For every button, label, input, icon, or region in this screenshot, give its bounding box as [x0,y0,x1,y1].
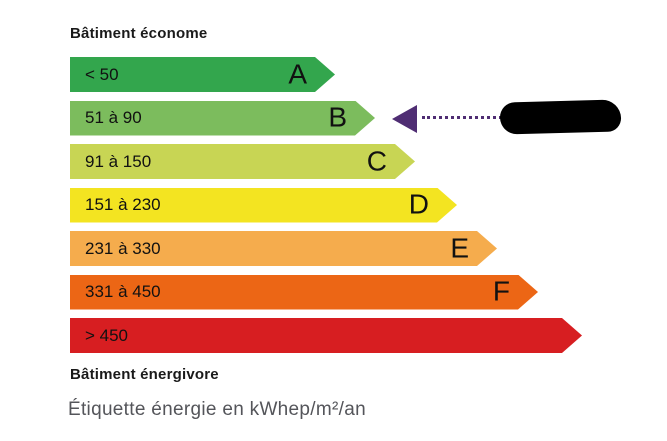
energy-bands-chart: > 450 331 à 450 F 231 à 330 E 151 à 230 D 91 à … [70,57,630,357]
band-range-label: < 50 [85,64,119,84]
energy-band-F: 331 à 450 F [70,275,538,310]
energy-guzzling-building-label: Bâtiment énergivore [70,366,219,383]
band-range-label: 51 à 90 [85,108,142,127]
energy-band-B: 51 à 90 B [70,101,375,136]
energy-label-caption: Étiquette énergie en kWhep/m²/an [68,399,366,420]
redacted-value-scribble [499,99,622,135]
energy-band-C: 91 à 150 C [70,144,415,179]
band-letter: F [492,275,510,307]
band-letter: E [450,231,469,263]
pointer-dotted-line [422,116,502,119]
energy-band-G: > 450 [70,318,582,353]
band-range-label: 91 à 150 [85,151,152,171]
energy-band-E: 231 à 330 E [70,231,497,266]
band-letter: A [288,57,307,89]
band-range-label: 151 à 230 [85,195,161,214]
band-range-label: 231 à 330 [85,238,161,258]
band-letter: D [408,188,429,220]
band-range-label: 331 à 450 [85,282,161,301]
band-letter: C [366,144,387,176]
energy-band-A: < 50 A [70,57,335,92]
band-range-label: > 450 [85,325,129,345]
economical-building-label: Bâtiment économe [70,25,208,42]
band-letter: B [328,101,347,133]
selection-arrow-icon [392,105,417,133]
energy-band-D: 151 à 230 D [70,188,457,223]
